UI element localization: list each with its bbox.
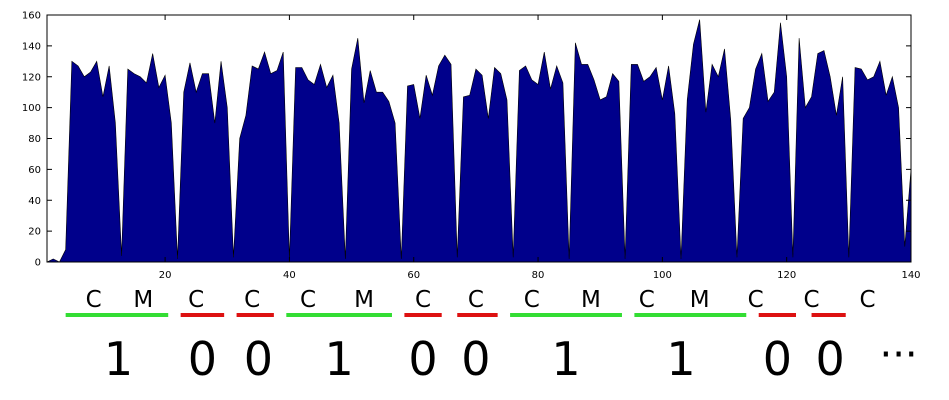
row-letter: C	[859, 287, 875, 313]
y-axis-ticks: 0 20 40 60 80 100 120 140 160	[22, 11, 911, 269]
x-tick-label: 120	[777, 270, 796, 281]
area-series	[46, 19, 912, 263]
x-tick-label: 100	[653, 270, 672, 281]
x-axis-ticks: 20 40 60 80 100 120 140	[159, 15, 921, 281]
row-letter: C	[415, 287, 431, 313]
x-tick-label: 40	[283, 270, 296, 281]
y-tick-label: 80	[28, 134, 41, 145]
area-series-layer	[46, 19, 912, 263]
y-tick-label: 160	[22, 11, 41, 22]
y-tick-label: 20	[28, 227, 41, 238]
bit-digit: 1	[325, 332, 354, 386]
row-letter: C	[524, 287, 540, 313]
bit-digit: 1	[551, 332, 580, 386]
bit-digit: 0	[461, 332, 490, 386]
row-letter: C	[188, 287, 204, 313]
x-tick-label: 80	[532, 270, 545, 281]
row-letter: C	[748, 287, 764, 313]
x-tick-label: 20	[159, 270, 172, 281]
code-annotation-layer: C M C C C M C C C M C M C C C1 0 0 1 0 0 1 1 0 0 ···	[65, 287, 918, 386]
bit-digit: 1	[666, 332, 695, 386]
row-letter: C	[244, 287, 260, 313]
x-tick-label: 140	[901, 270, 920, 281]
y-tick-label: 140	[22, 41, 41, 52]
row-letter: M	[581, 287, 601, 313]
bit-digit: 0	[408, 332, 437, 386]
bit-digit: 0	[244, 332, 273, 386]
bit-digit: 0	[816, 332, 845, 386]
row-letter: M	[354, 287, 374, 313]
y-tick-label: 0	[35, 258, 41, 269]
y-tick-label: 100	[22, 103, 41, 114]
y-tick-label: 120	[22, 72, 41, 83]
row-letter: M	[133, 287, 153, 313]
row-letter: C	[300, 287, 316, 313]
bit-digit: 0	[763, 332, 792, 386]
bit-digit: 0	[188, 332, 217, 386]
row-letter: C	[639, 287, 655, 313]
ellipsis-mark: ···	[879, 332, 917, 378]
bit-digit: 1	[104, 332, 133, 386]
row-letter: C	[468, 287, 484, 313]
x-tick-label: 60	[407, 270, 420, 281]
y-tick-label: 40	[28, 196, 41, 207]
row-letter: C	[86, 287, 102, 313]
row-letter: M	[690, 287, 710, 313]
y-tick-label: 60	[28, 165, 41, 176]
row-letter: C	[804, 287, 820, 313]
